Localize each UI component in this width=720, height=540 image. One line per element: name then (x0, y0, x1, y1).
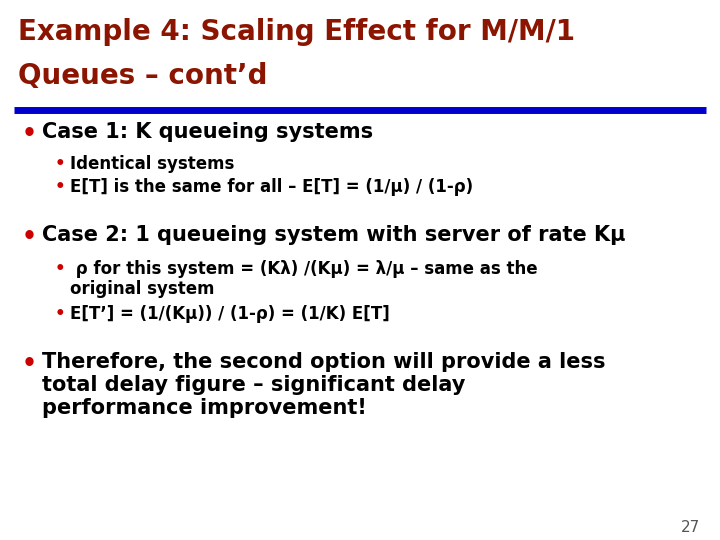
Text: performance improvement!: performance improvement! (42, 398, 366, 418)
Text: Case 1: K queueing systems: Case 1: K queueing systems (42, 122, 373, 142)
Text: ρ for this system = (Kλ) /(Kμ) = λ/μ – same as the: ρ for this system = (Kλ) /(Kμ) = λ/μ – s… (70, 260, 538, 278)
Text: E[T’] = (1/(Kμ)) / (1-ρ) = (1/K) E[T]: E[T’] = (1/(Kμ)) / (1-ρ) = (1/K) E[T] (70, 305, 390, 323)
Text: •: • (55, 155, 66, 173)
Text: •: • (55, 305, 66, 323)
Text: total delay figure – significant delay: total delay figure – significant delay (42, 375, 465, 395)
Text: Therefore, the second option will provide a less: Therefore, the second option will provid… (42, 352, 606, 372)
Text: Case 2: 1 queueing system with server of rate Kμ: Case 2: 1 queueing system with server of… (42, 225, 626, 245)
Text: E[T] is the same for all – E[T] = (1/μ) / (1-ρ): E[T] is the same for all – E[T] = (1/μ) … (70, 178, 473, 196)
Text: Example 4: Scaling Effect for M/M/1: Example 4: Scaling Effect for M/M/1 (18, 18, 575, 46)
Text: original system: original system (70, 280, 215, 298)
Text: •: • (22, 122, 37, 146)
Text: •: • (22, 352, 37, 376)
Text: •: • (55, 260, 66, 278)
Text: •: • (22, 225, 37, 249)
Text: 27: 27 (680, 520, 700, 535)
Text: Queues – cont’d: Queues – cont’d (18, 62, 268, 90)
Text: Identical systems: Identical systems (70, 155, 235, 173)
Text: •: • (55, 178, 66, 196)
